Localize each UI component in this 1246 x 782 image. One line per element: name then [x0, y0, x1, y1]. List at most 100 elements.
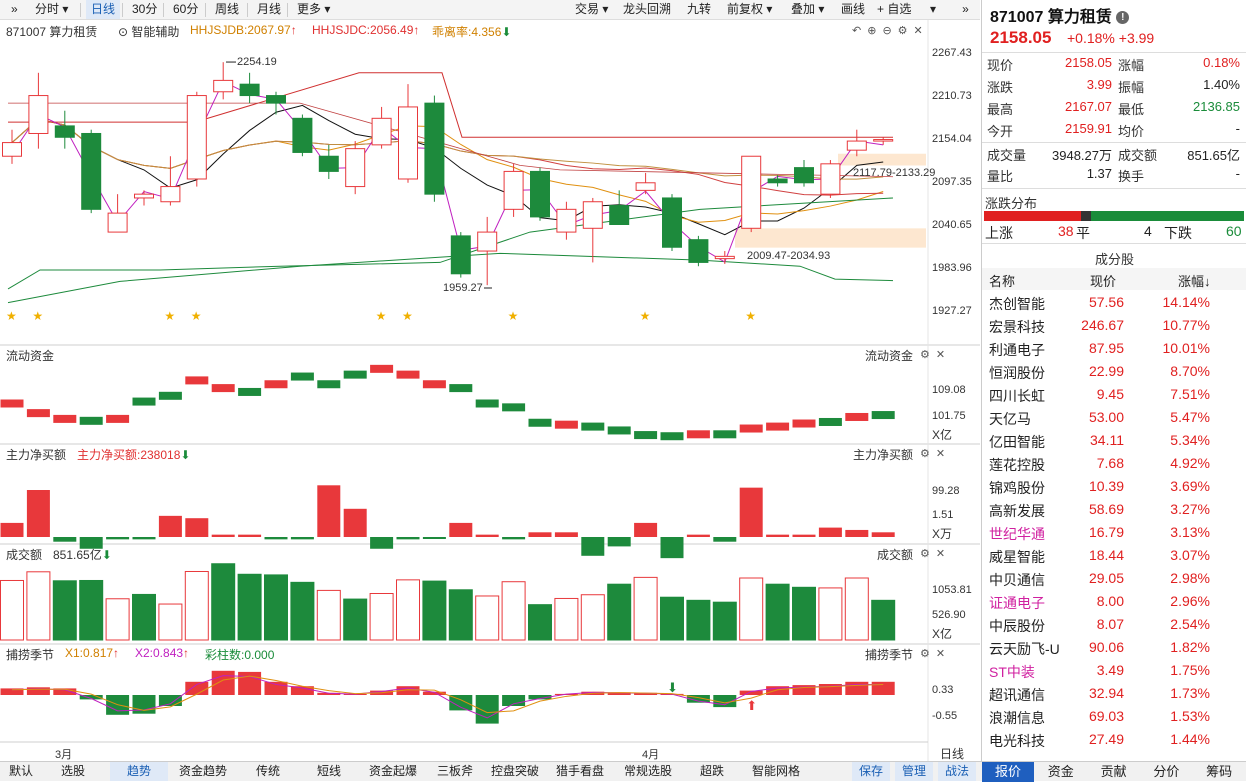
component-row[interactable]: 浪潮信息 69.03 1.53% [989, 708, 1210, 726]
star-icon: ★ [508, 309, 519, 323]
toolbar-button[interactable]: 九转 [687, 2, 712, 16]
candle-body [81, 132, 102, 210]
flow-bar [396, 370, 420, 379]
net-panel-title: 主力净买额 [6, 448, 67, 462]
component-row[interactable]: 莲花控股 7.68 4.92% [989, 455, 1210, 473]
component-row[interactable]: 中贝通信 29.05 2.98% [989, 570, 1210, 588]
net-buy-bar [660, 537, 684, 559]
component-row[interactable]: 超讯通信 32.94 1.73% [989, 685, 1210, 703]
strategy-tab[interactable]: 超跌 [699, 764, 724, 778]
collapse-left-icon[interactable]: » [11, 2, 18, 16]
x-label-april: 4月 [642, 749, 660, 761]
chart-controls[interactable]: ↶⊕⊖⚙✕ [852, 24, 929, 37]
period-label[interactable]: 日线 [940, 747, 965, 761]
period-tab[interactable]: 30分 [132, 2, 158, 16]
net-buy-bar [79, 537, 103, 549]
quote-tab[interactable]: 分价 [1153, 764, 1180, 779]
period-tab[interactable]: 日线 [86, 0, 121, 19]
component-row[interactable]: 中辰股份 8.07 2.54% [989, 616, 1210, 634]
season-panel-controls[interactable]: ⚙✕ [920, 647, 951, 660]
component-row[interactable]: 亿田智能 34.11 5.34% [989, 432, 1210, 450]
candle-body [134, 193, 154, 199]
strategy-button[interactable]: 战法 [938, 762, 976, 781]
candle-body [54, 125, 75, 138]
candle-body [820, 163, 841, 195]
toolbar-button[interactable]: + 自选 [877, 2, 912, 16]
component-row[interactable]: 四川长虹 9.45 7.51% [989, 386, 1210, 404]
strategy-tab[interactable]: 默认 [8, 764, 33, 778]
toolbar-button[interactable]: 交易 ▾ [575, 2, 609, 16]
period-tab[interactable]: 更多 ▾ [297, 2, 331, 16]
save-button[interactable]: 保存 [852, 762, 890, 781]
flow-bar [871, 411, 895, 420]
info-icon[interactable]: ! [1116, 11, 1130, 25]
strategy-tab[interactable]: 趋势 [110, 762, 168, 781]
component-row[interactable]: 电光科技 27.49 1.44% [989, 731, 1210, 749]
component-row[interactable]: 锦鸡股份 10.39 3.69% [989, 478, 1210, 496]
flow-bar [634, 431, 658, 440]
manage-button[interactable]: 管理 [895, 762, 933, 781]
flow-tick-1: 109.08 [932, 384, 966, 396]
strategy-tab[interactable]: 控盘突破 [490, 764, 539, 778]
strategy-tab[interactable]: 常规选股 [623, 764, 672, 778]
smart-assist-toggle[interactable]: ⊙ 智能辅助 [118, 23, 179, 40]
component-row[interactable]: 世纪华通 16.79 3.13% [989, 524, 1210, 542]
strategy-tab[interactable]: 短线 [316, 764, 341, 778]
sort-pct-header[interactable]: 涨幅↓ [1178, 274, 1211, 289]
component-row[interactable]: 杰创智能 57.56 14.14% [989, 294, 1210, 312]
flow-panel-title: 流动资金 [6, 349, 55, 363]
quote-tab[interactable]: 贡献 [1100, 764, 1127, 779]
component-row[interactable]: 天亿马 53.00 5.47% [989, 409, 1210, 427]
toolbar-button[interactable]: ▾ [930, 2, 937, 16]
strategy-tab[interactable]: 智能网格 [751, 764, 800, 778]
toolbar-button[interactable]: 叠加 ▾ [791, 2, 825, 16]
flow-bar [713, 430, 737, 439]
component-row[interactable]: 威星智能 18.44 3.07% [989, 547, 1210, 565]
candle-body [477, 231, 498, 252]
net-panel-controls[interactable]: ⚙✕ [920, 447, 951, 460]
strategy-tab[interactable]: 资金趋势 [178, 764, 227, 778]
component-row[interactable]: 恒润股份 22.99 8.70% [989, 363, 1210, 381]
flow-bar [53, 414, 77, 423]
flow-bar [211, 384, 235, 393]
component-row[interactable]: 利通电子 87.95 10.01% [989, 340, 1210, 358]
collapse-right-icon[interactable]: » [951, 0, 980, 20]
toolbar-button[interactable]: 前复权 ▾ [727, 2, 773, 16]
season-bar-count: 彩柱数:0.000 [205, 648, 275, 662]
flow-bar [370, 364, 394, 373]
period-tab[interactable]: 周线 [215, 2, 240, 16]
period-tab[interactable]: 分时 ▾ [35, 2, 69, 16]
indicator-bias: 乖离率:4.356⬇ [432, 25, 512, 39]
period-tab[interactable]: 月线 [257, 2, 282, 16]
quote-tab[interactable]: 筹码 [1206, 764, 1233, 779]
vol-panel-controls[interactable]: ⚙✕ [920, 547, 951, 560]
net-tick-1: 99.28 [932, 485, 960, 497]
strategy-tab[interactable]: 选股 [60, 764, 85, 778]
volume-bar [818, 587, 843, 641]
season-bar [422, 691, 446, 695]
flow-bar [581, 422, 605, 431]
quote-tab[interactable]: 报价 [982, 762, 1034, 782]
kline-chart[interactable]: ★ ★ ★ ★ ★ ★ ★ ★ ★ ⬇ ⬆ [0, 20, 980, 761]
component-row[interactable]: 宏景科技 246.67 10.77% [989, 317, 1210, 335]
close-icon: ✕ [935, 448, 952, 460]
component-row[interactable]: 证通电子 8.00 2.96% [989, 593, 1210, 611]
toolbar-button[interactable]: 画线 [841, 2, 866, 16]
quote-tab[interactable]: 资金 [1047, 764, 1074, 779]
strategy-tab[interactable]: 三板斧 [436, 764, 473, 778]
flow-panel-controls[interactable]: ⚙✕ [920, 348, 951, 361]
component-row[interactable]: 高新发展 58.69 3.27% [989, 501, 1210, 519]
strategy-tab[interactable]: 资金起爆 [368, 764, 417, 778]
strategy-tab[interactable]: 猎手看盘 [555, 764, 604, 778]
close-icon: ✕ [935, 548, 952, 560]
zoom-in-icon: ⊕ [867, 25, 883, 37]
toolbar-button[interactable]: 龙头回溯 [623, 2, 672, 16]
component-row[interactable]: ST中装 3.49 1.75% [989, 662, 1210, 680]
period-tab[interactable]: 60分 [173, 2, 199, 16]
dist-bar [984, 211, 1244, 221]
flow-bar [238, 387, 262, 396]
strategy-tab[interactable]: 传统 [255, 764, 280, 778]
volume-bar [26, 571, 51, 641]
component-row[interactable]: 云天励飞-U 90.06 1.82% [989, 639, 1210, 657]
volume-bar [0, 579, 24, 641]
